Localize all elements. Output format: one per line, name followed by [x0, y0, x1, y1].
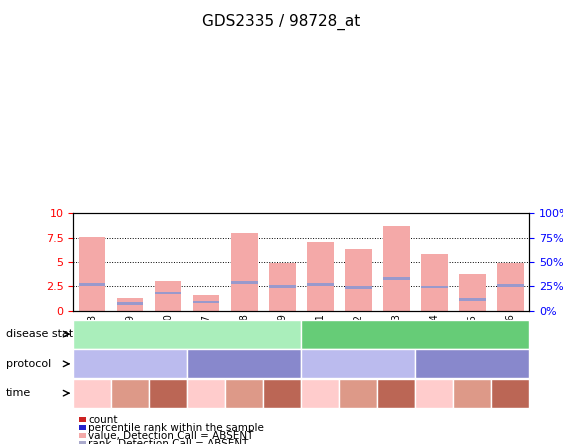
- Bar: [345, 249, 372, 311]
- Text: percentile rank within the sample: percentile rank within the sample: [88, 423, 264, 432]
- Text: 3 wk: 3 wk: [461, 388, 484, 398]
- Bar: [497, 284, 524, 287]
- Text: value, Detection Call = ABSENT: value, Detection Call = ABSENT: [88, 431, 254, 440]
- Bar: [307, 283, 333, 285]
- Bar: [79, 237, 105, 311]
- Bar: [231, 281, 257, 284]
- Bar: [155, 281, 181, 311]
- Bar: [459, 274, 485, 311]
- Text: 5 wk: 5 wk: [385, 388, 408, 398]
- Bar: [345, 286, 372, 289]
- Text: training: training: [450, 359, 494, 369]
- Text: healthy: healthy: [164, 328, 211, 341]
- Text: diabetic: diabetic: [390, 328, 440, 341]
- Text: 3 wk: 3 wk: [119, 388, 142, 398]
- Text: count: count: [88, 415, 118, 424]
- Bar: [117, 302, 144, 305]
- Bar: [269, 263, 296, 311]
- Text: 1 wk: 1 wk: [423, 388, 446, 398]
- Bar: [193, 301, 220, 303]
- Text: 1 wk: 1 wk: [309, 388, 332, 398]
- Text: disease state: disease state: [6, 329, 80, 339]
- Text: 3 wk: 3 wk: [347, 388, 370, 398]
- Text: sedentary: sedentary: [102, 359, 158, 369]
- Bar: [231, 233, 257, 311]
- Text: rank, Detection Call = ABSENT: rank, Detection Call = ABSENT: [88, 439, 249, 444]
- Text: 5 wk: 5 wk: [499, 388, 522, 398]
- Text: GDS2335 / 98728_at: GDS2335 / 98728_at: [202, 13, 361, 29]
- Text: sedentary: sedentary: [330, 359, 386, 369]
- Bar: [269, 285, 296, 288]
- Text: 1 wk: 1 wk: [81, 388, 104, 398]
- Text: protocol: protocol: [6, 359, 51, 369]
- Text: time: time: [6, 388, 31, 398]
- Bar: [421, 254, 448, 311]
- Bar: [193, 295, 220, 311]
- Text: 5 wk: 5 wk: [271, 388, 294, 398]
- Bar: [497, 263, 524, 311]
- Bar: [307, 242, 333, 311]
- Text: 1 wk: 1 wk: [195, 388, 218, 398]
- Bar: [383, 278, 409, 280]
- Text: training: training: [222, 359, 266, 369]
- Bar: [383, 226, 409, 311]
- Bar: [421, 285, 448, 288]
- Text: 5 wk: 5 wk: [157, 388, 180, 398]
- Bar: [459, 298, 485, 301]
- Text: 3 wk: 3 wk: [233, 388, 256, 398]
- Bar: [155, 292, 181, 294]
- Bar: [117, 298, 144, 311]
- Bar: [79, 283, 105, 285]
